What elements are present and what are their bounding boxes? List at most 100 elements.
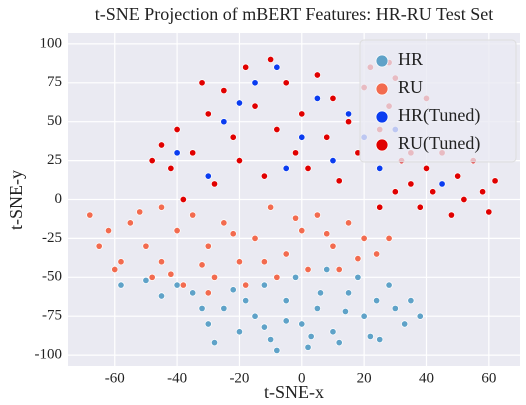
point [438,180,446,188]
legend: HR RU HR(Tuned) RU(Tuned) [375,49,480,154]
point [260,323,268,331]
point [304,164,312,172]
point [235,99,243,107]
point [189,149,197,157]
point [354,255,362,263]
point [173,281,181,289]
point [298,110,306,118]
point [316,289,325,297]
point [292,214,300,222]
point [282,164,290,172]
point [329,242,337,250]
point [273,125,281,134]
point [366,332,374,340]
y-tick-label: 25 [47,152,62,168]
point [242,281,250,289]
point [298,320,306,328]
point [385,281,393,289]
point [282,250,290,258]
point [242,63,250,71]
point [329,94,337,102]
point [460,195,468,204]
chart-title: t-SNE Projection of mBERT Features: HR-R… [95,4,493,24]
point [292,273,300,281]
point [220,219,228,227]
point [407,180,415,188]
point [136,208,144,216]
point [329,157,337,165]
point [385,234,393,242]
point [323,133,331,141]
legend-label: HR [398,49,423,69]
point [167,270,175,278]
point [173,125,181,134]
point [479,188,487,196]
point [229,230,237,238]
point [282,79,290,87]
point [416,312,424,320]
y-tick-label: -100 [35,347,63,363]
point [429,188,437,196]
point [373,297,381,305]
point [391,304,399,312]
x-tick-label: -40 [167,370,187,386]
point [220,304,228,312]
point [95,242,103,250]
point [189,211,197,219]
point [220,118,228,126]
point [345,110,353,118]
point [323,265,331,274]
point [235,258,243,266]
x-tick-label: -20 [229,370,249,386]
legend-marker [375,110,389,124]
point [204,110,212,118]
x-tick-label: 40 [419,370,434,386]
point [292,149,300,157]
point [282,317,290,325]
point [104,227,113,235]
point [454,172,462,180]
point [229,286,237,294]
point [401,320,409,328]
legend-label: HR(Tuned) [398,105,480,126]
point [204,172,212,180]
point [210,273,219,281]
point [198,79,206,87]
point [142,276,150,284]
y-tick-label: 50 [47,113,62,129]
point [376,203,384,211]
point [148,273,156,281]
point [157,141,166,149]
point [198,304,206,312]
point [345,219,353,227]
point [267,55,275,64]
point [354,273,362,281]
point [376,335,384,344]
point [173,149,181,157]
point [373,250,381,258]
point [335,177,343,185]
point [251,102,259,110]
point [422,164,431,172]
point [117,281,125,289]
point [210,180,219,188]
point [148,157,156,165]
y-tick-label: 100 [40,35,63,51]
point [491,177,499,185]
point [313,211,321,219]
point [189,289,197,297]
point [329,328,337,336]
point [204,320,212,328]
legend-marker [375,138,389,152]
point [273,63,281,71]
point [251,312,259,320]
point [142,242,150,250]
point [341,307,349,316]
point [111,265,119,274]
point [204,242,212,250]
point [360,312,368,320]
point [157,258,166,266]
point [235,328,243,336]
x-tick-label: 20 [357,370,372,386]
point [298,133,306,141]
